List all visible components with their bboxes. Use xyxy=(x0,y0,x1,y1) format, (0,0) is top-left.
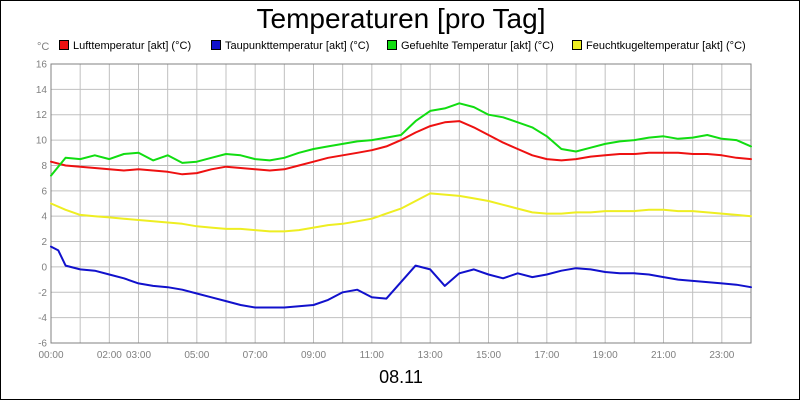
y-tick-label: 4 xyxy=(41,212,47,223)
y-tick-label: -6 xyxy=(38,339,47,350)
legend-label: Taupunkttemperatur [akt] (°C) xyxy=(225,40,370,52)
y-tick-label: 0 xyxy=(41,262,47,273)
y-tick-label: 10 xyxy=(36,136,48,147)
x-tick-label: 03:00 xyxy=(126,350,151,361)
y-tick-label: -4 xyxy=(38,313,47,324)
x-tick-label: 00:00 xyxy=(38,350,63,361)
legend-label: Gefuehlte Temperatur [akt] (°C) xyxy=(401,40,554,52)
series-line-taupunkttemperatur xyxy=(50,245,752,309)
legend-label: Lufttemperatur [akt] (°C) xyxy=(73,40,192,52)
legend-swatch-red xyxy=(59,40,69,50)
y-tick-label: 8 xyxy=(41,161,47,172)
legend-item-feuchtkugeltemperatur: Feuchtkugeltemperatur [akt] (°C) xyxy=(572,39,746,53)
x-tick-label: 23:00 xyxy=(709,350,734,361)
legend-swatch-green xyxy=(387,40,397,50)
y-tick-label: -2 xyxy=(38,288,47,299)
x-tick-label: 13:00 xyxy=(418,350,443,361)
x-tick-label: 05:00 xyxy=(184,350,209,361)
y-tick-label: 6 xyxy=(41,186,47,197)
legend-item-lufttemperatur: Lufttemperatur [akt] (°C) xyxy=(59,39,191,53)
y-tick-label: 14 xyxy=(36,85,48,96)
legend-label: Feuchtkugeltemperatur [akt] (°C) xyxy=(586,40,746,52)
y-tick-label: 2 xyxy=(41,237,47,248)
legend-swatch-blue xyxy=(211,40,221,50)
y-tick-label: 16 xyxy=(36,60,48,71)
x-tick-label: 19:00 xyxy=(593,350,618,361)
x-tick-label: 15:00 xyxy=(476,350,501,361)
date-label: 08.11 xyxy=(379,367,423,387)
legend-item-taupunkttemperatur: Taupunkttemperatur [akt] (°C) xyxy=(211,39,369,53)
x-tick-label: 11:00 xyxy=(360,350,385,361)
x-tick-label: 07:00 xyxy=(243,350,268,361)
legend-item-gefuehlte-temperatur: Gefuehlte Temperatur [akt] (°C) xyxy=(387,39,554,53)
y-tick-label: 12 xyxy=(36,110,48,121)
series-line-feuchtkugeltemperatur xyxy=(50,192,752,233)
x-tick-label: 02:00 xyxy=(97,350,122,361)
x-tick-label: 17:00 xyxy=(534,350,559,361)
x-tick-label: 21:00 xyxy=(651,350,676,361)
x-tick-label: 09:00 xyxy=(301,350,326,361)
series-line-lufttemperatur xyxy=(50,120,752,176)
legend-swatch-yellow xyxy=(572,40,582,50)
series-line-gefuehlte-temperatur xyxy=(50,102,752,177)
y-unit-label: °C xyxy=(37,41,50,53)
chart-title: Temperaturen [pro Tag] xyxy=(256,3,546,34)
